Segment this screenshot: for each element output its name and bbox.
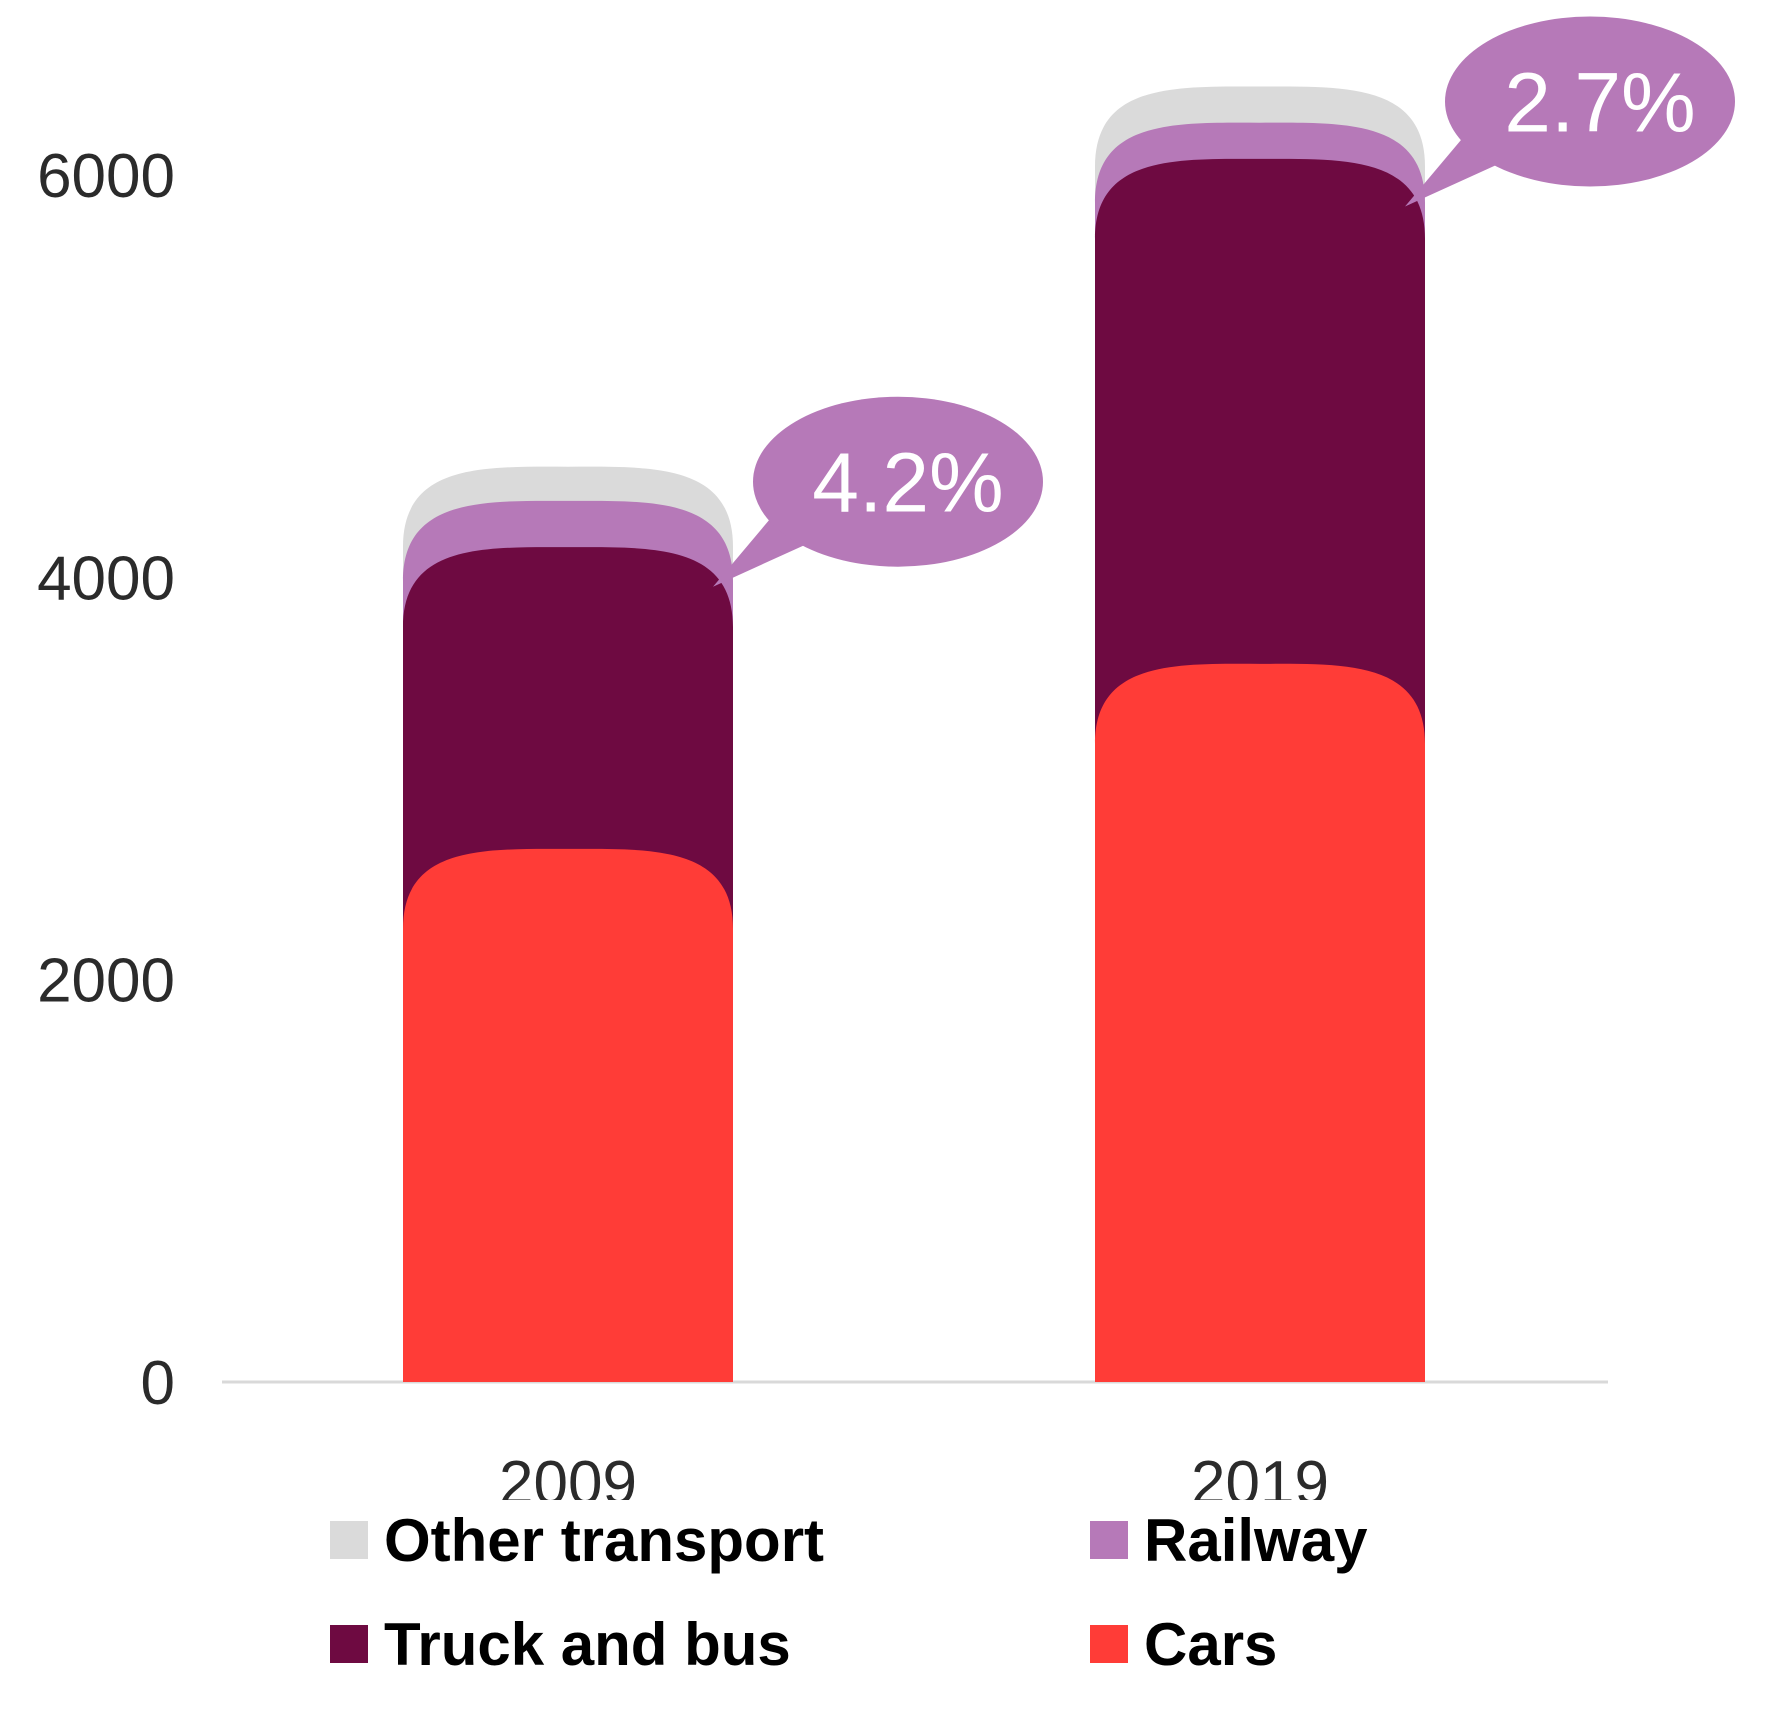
legend-swatch-railway: [1090, 1521, 1128, 1559]
legend-item-truck-and-bus: Truck and bus: [330, 1604, 791, 1684]
x-tick-label: 2019: [1191, 1449, 1329, 1500]
callout-bubble: [753, 396, 1043, 567]
y-tick-label: 0: [141, 1349, 175, 1418]
legend-item-cars: Cars: [1090, 1604, 1277, 1684]
bar-2009-cars: [403, 848, 733, 1382]
chart-legend: Other transport Railway Truck and bus Ca…: [330, 1500, 1490, 1720]
x-tick-label: 2009: [499, 1449, 637, 1500]
legend-item-other-transport: Other transport: [330, 1500, 824, 1580]
legend-swatch-truck-and-bus: [330, 1625, 368, 1663]
y-tick-label: 2000: [37, 947, 175, 1016]
legend-swatch-other-transport: [330, 1521, 368, 1559]
callout-label: 2.7%: [1504, 55, 1695, 149]
legend-label-other-transport: Other transport: [384, 1506, 825, 1574]
callout-bubble: [1445, 16, 1735, 187]
legend-swatch-cars: [1090, 1625, 1128, 1663]
legend-label-cars: Cars: [1144, 1610, 1278, 1678]
y-tick-label: 6000: [37, 142, 175, 211]
stacked-bar-chart: 4.2% 2.7% 0 2000 4000 6000 2009 2019: [37, 16, 1735, 1500]
bar-2019-cars: [1095, 663, 1425, 1382]
y-tick-label: 4000: [37, 544, 175, 613]
legend-item-railway: Railway: [1090, 1500, 1367, 1580]
legend-label-truck-and-bus: Truck and bus: [384, 1610, 791, 1678]
callout-label: 4.2%: [812, 436, 1003, 530]
legend-label-railway: Railway: [1144, 1506, 1368, 1574]
